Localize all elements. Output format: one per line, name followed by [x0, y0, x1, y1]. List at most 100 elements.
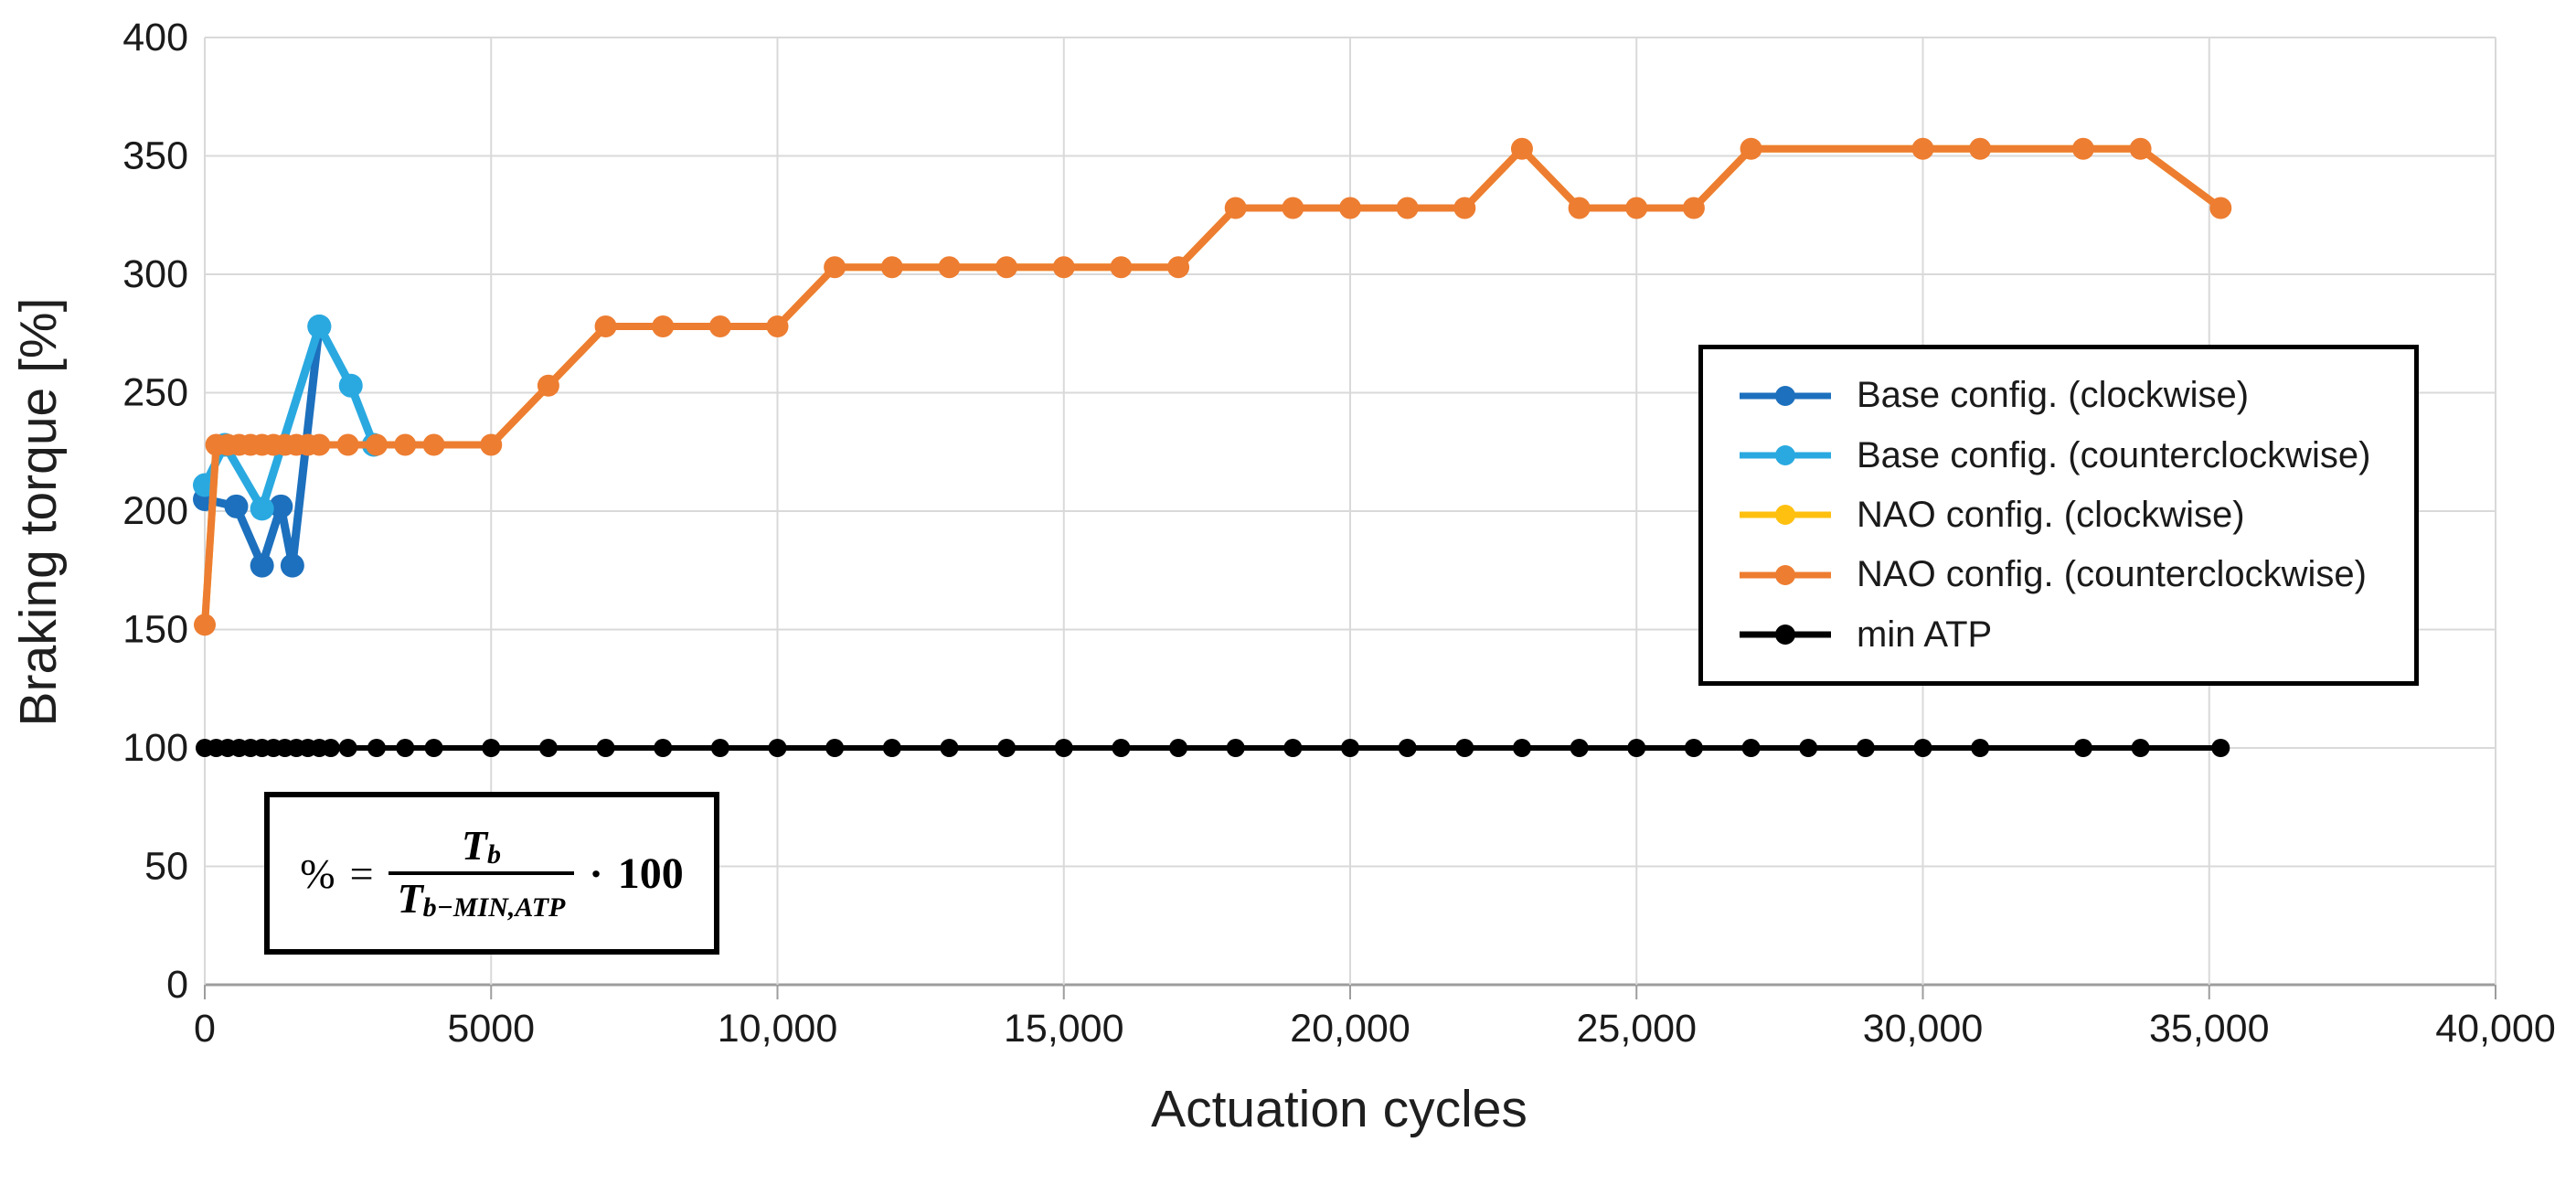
legend-item-label: Base config. (clockwise) [1857, 375, 2250, 416]
data-point-marker [654, 739, 673, 757]
data-point-marker [1741, 739, 1761, 757]
data-point-marker [424, 739, 443, 757]
data-point-marker [1911, 137, 1934, 160]
data-point-marker [1570, 739, 1589, 757]
data-point-marker [995, 256, 1018, 279]
data-point-marker [1740, 137, 1762, 160]
data-point-marker [1512, 739, 1531, 757]
data-point-marker [269, 494, 293, 518]
data-point-marker [482, 739, 501, 757]
data-point-marker [224, 494, 249, 518]
x-tick-label: 25,000 [1576, 1007, 1697, 1051]
data-point-marker [940, 739, 959, 757]
x-tick-label: 0 [194, 1007, 216, 1051]
data-point-marker [250, 496, 274, 521]
formula-factor: 100 [617, 849, 684, 898]
formula-denominator-base: T [397, 875, 423, 922]
data-point-marker [1224, 197, 1247, 219]
formula-numerator: Tb [452, 824, 510, 871]
data-point-marker [2131, 739, 2150, 757]
y-axis-title: Braking torque [%] [9, 297, 68, 727]
formula-denominator: Tb−MIN,ATP [388, 871, 575, 923]
x-axis-title: Actuation cycles [1151, 1080, 1528, 1138]
formula-numerator-base: T [461, 822, 488, 870]
data-point-marker [1913, 739, 1932, 757]
data-point-marker [396, 739, 415, 757]
data-point-marker [250, 553, 274, 578]
y-tick-label: 150 [122, 608, 188, 652]
data-point-marker [1341, 739, 1359, 757]
y-tick-label: 300 [122, 252, 188, 296]
data-point-marker [307, 314, 332, 338]
legend-item-min-atp: min ATP [1740, 614, 2405, 656]
formula-equals: = [349, 849, 374, 897]
y-tick-label: 100 [122, 726, 188, 770]
formula-dot: · [589, 849, 603, 897]
legend-marker-dot [1775, 385, 1795, 406]
data-point-marker [537, 374, 559, 397]
formula-lhs: % [300, 849, 335, 897]
data-point-marker [938, 256, 961, 279]
data-point-marker [1682, 197, 1705, 219]
x-tick-label: 35,000 [2149, 1007, 2270, 1051]
x-tick-label: 5000 [447, 1007, 535, 1051]
data-point-marker [321, 739, 340, 757]
data-point-marker [652, 315, 675, 337]
formula-denominator-subscript: b−MIN,ATP [422, 892, 566, 923]
data-point-marker [1396, 197, 1419, 219]
data-point-marker [336, 433, 359, 456]
data-point-marker [1167, 256, 1190, 279]
y-tick-label: 50 [144, 845, 188, 889]
data-point-marker [2209, 197, 2232, 219]
data-point-marker [1110, 256, 1133, 279]
legend-marker-dot [1775, 505, 1795, 526]
data-point-marker [1169, 739, 1188, 757]
data-point-marker [1282, 197, 1304, 219]
data-point-marker [824, 256, 846, 279]
formula-numerator-subscript: b [487, 839, 502, 870]
series-markers-nao-config-counterclockwise [194, 137, 2232, 636]
legend-marker-dot [1775, 564, 1795, 585]
data-point-marker [766, 315, 789, 337]
series-markers-min-atp [196, 739, 2230, 757]
data-point-marker [594, 315, 617, 337]
data-point-marker [280, 553, 304, 578]
x-tick-label: 15,000 [1004, 1007, 1124, 1051]
data-point-marker [367, 739, 386, 757]
y-tick-label: 250 [122, 371, 188, 415]
data-point-marker [1339, 197, 1361, 219]
legend-item-nao-config-counterclockwise: NAO config. (counterclockwise) [1740, 554, 2405, 595]
data-point-marker [2211, 739, 2230, 757]
data-point-marker [880, 256, 903, 279]
x-tick-label: 20,000 [1290, 1007, 1410, 1051]
legend-marker-icon [1740, 625, 1831, 646]
y-tick-label: 200 [122, 489, 188, 533]
legend-marker-icon [1740, 505, 1831, 526]
data-point-marker [2071, 137, 2094, 160]
formula-box: % = Tb Tb−MIN,ATP · 100 [264, 792, 719, 955]
data-point-marker [1856, 739, 1875, 757]
y-tick-label: 350 [122, 134, 188, 178]
x-tick-label: 10,000 [718, 1007, 838, 1051]
legend-item-label: NAO config. (counterclockwise) [1857, 554, 2367, 595]
legend-marker-icon [1740, 445, 1831, 466]
data-point-marker [1052, 256, 1075, 279]
legend-item-nao-config-clockwise: NAO config. (clockwise) [1740, 495, 2405, 536]
data-point-marker [480, 433, 503, 456]
data-point-marker [1398, 739, 1417, 757]
legend-marker-icon [1740, 385, 1831, 406]
legend-item-label: Base config. (counterclockwise) [1857, 434, 2371, 475]
data-point-marker [2073, 739, 2092, 757]
x-tick-label: 30,000 [1863, 1007, 1984, 1051]
data-point-marker [1283, 739, 1303, 757]
data-point-marker [882, 739, 901, 757]
data-point-marker [338, 739, 357, 757]
data-point-marker [394, 433, 417, 456]
data-point-marker [194, 614, 216, 636]
legend-item-label: NAO config. (clockwise) [1857, 494, 2245, 535]
data-point-marker [308, 433, 331, 456]
data-point-marker [1971, 739, 1990, 757]
data-point-marker [825, 739, 845, 757]
